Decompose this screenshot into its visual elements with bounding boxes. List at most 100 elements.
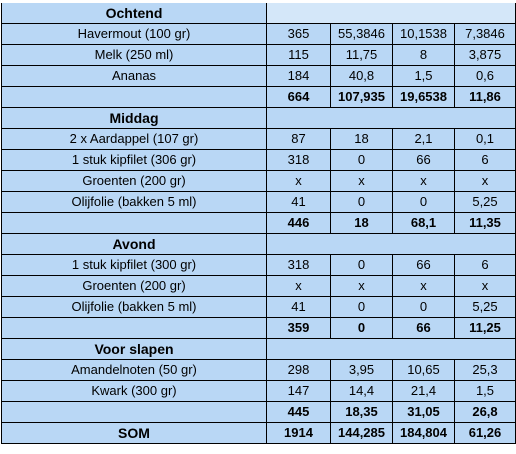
value-cell[interactable]: 25,3 [454, 359, 516, 381]
value-cell[interactable]: 41 [266, 191, 331, 213]
food-label[interactable]: Amandelnoten (50 gr) [1, 359, 267, 381]
total-cell[interactable]: 11,25 [454, 317, 516, 339]
section-header-blank [266, 3, 516, 24]
total-cell[interactable]: 19,6538 [392, 86, 455, 108]
food-label[interactable]: 1 stuk kipfilet (300 gr) [1, 254, 267, 276]
food-row: Groenten (200 gr) x x x x [1, 170, 516, 192]
value-cell[interactable]: 147 [266, 380, 331, 402]
value-cell[interactable]: 3,95 [330, 359, 393, 381]
value-cell[interactable]: 0,6 [454, 65, 516, 87]
som-value-cell[interactable]: 1914 [266, 422, 331, 444]
sheet-body: Ochtend Havermout (100 gr) 365 55,3846 10,15… [1, 3, 516, 444]
total-cell[interactable]: 26,8 [454, 401, 516, 423]
total-cell[interactable]: 18,35 [330, 401, 393, 423]
value-cell[interactable]: x [392, 275, 455, 297]
value-cell[interactable]: 2,1 [392, 128, 455, 150]
value-cell[interactable]: 10,65 [392, 359, 455, 381]
total-cell[interactable]: 68,1 [392, 212, 455, 234]
value-cell[interactable]: 0 [330, 191, 393, 213]
total-cell[interactable]: 0 [330, 317, 393, 339]
section-title: Voor slapen [1, 338, 267, 360]
value-cell[interactable]: x [454, 170, 516, 192]
value-cell[interactable]: 5,25 [454, 296, 516, 318]
food-label[interactable]: Groenten (200 gr) [1, 275, 267, 297]
food-label[interactable]: Havermout (100 gr) [1, 23, 267, 45]
som-label[interactable]: SOM [1, 422, 267, 444]
value-cell[interactable]: 184 [266, 65, 331, 87]
total-row-blank[interactable] [1, 401, 267, 423]
som-value-cell[interactable]: 144,285 [330, 422, 393, 444]
value-cell[interactable]: 0 [392, 191, 455, 213]
food-label[interactable]: Kwark (300 gr) [1, 380, 267, 402]
food-label[interactable]: 1 stuk kipfilet (306 gr) [1, 149, 267, 171]
value-cell[interactable]: x [330, 170, 393, 192]
total-cell[interactable]: 359 [266, 317, 331, 339]
value-cell[interactable]: 14,4 [330, 380, 393, 402]
value-cell[interactable]: 87 [266, 128, 331, 150]
value-cell[interactable]: 1,5 [392, 65, 455, 87]
food-row: Amandelnoten (50 gr) 298 3,95 10,65 25,3 [1, 359, 516, 381]
value-cell[interactable]: 41 [266, 296, 331, 318]
section-header-blank [266, 338, 516, 360]
total-cell[interactable]: 445 [266, 401, 331, 423]
section-header-row: Ochtend [1, 3, 516, 24]
food-row: Olijfolie (bakken 5 ml) 41 0 0 5,25 [1, 296, 516, 318]
food-row: Melk (250 ml) 115 11,75 8 3,875 [1, 44, 516, 66]
value-cell[interactable]: 1,5 [454, 380, 516, 402]
value-cell[interactable]: 55,3846 [330, 23, 393, 45]
food-label[interactable]: Olijfolie (bakken 5 ml) [1, 191, 267, 213]
food-label[interactable]: 2 x Aardappel (107 gr) [1, 128, 267, 150]
value-cell[interactable]: 11,75 [330, 44, 393, 66]
value-cell[interactable]: 6 [454, 254, 516, 276]
food-label[interactable]: Olijfolie (bakken 5 ml) [1, 296, 267, 318]
section-title: Avond [1, 233, 267, 255]
food-label[interactable]: Groenten (200 gr) [1, 170, 267, 192]
value-cell[interactable]: x [266, 170, 331, 192]
value-cell[interactable]: 318 [266, 149, 331, 171]
food-row: Ananas 184 40,8 1,5 0,6 [1, 65, 516, 87]
value-cell[interactable]: 0 [392, 296, 455, 318]
total-cell[interactable]: 11,86 [454, 86, 516, 108]
value-cell[interactable]: 7,3846 [454, 23, 516, 45]
total-row-blank[interactable] [1, 212, 267, 234]
food-label[interactable]: Ananas [1, 65, 267, 87]
value-cell[interactable]: 365 [266, 23, 331, 45]
section-title: Middag [1, 107, 267, 129]
total-row-blank[interactable] [1, 86, 267, 108]
value-cell[interactable]: 18 [330, 128, 393, 150]
food-row: Groenten (200 gr) x x x x [1, 275, 516, 297]
value-cell[interactable]: 21,4 [392, 380, 455, 402]
value-cell[interactable]: x [454, 275, 516, 297]
som-value-cell[interactable]: 184,804 [392, 422, 455, 444]
value-cell[interactable]: 298 [266, 359, 331, 381]
food-row: Olijfolie (bakken 5 ml) 41 0 0 5,25 [1, 191, 516, 213]
total-cell[interactable]: 31,05 [392, 401, 455, 423]
value-cell[interactable]: 5,25 [454, 191, 516, 213]
som-value-cell[interactable]: 61,26 [454, 422, 516, 444]
value-cell[interactable]: x [266, 275, 331, 297]
total-row-blank[interactable] [1, 317, 267, 339]
value-cell[interactable]: 66 [392, 149, 455, 171]
total-cell[interactable]: 66 [392, 317, 455, 339]
total-cell[interactable]: 664 [266, 86, 331, 108]
value-cell[interactable]: 40,8 [330, 65, 393, 87]
value-cell[interactable]: 3,875 [454, 44, 516, 66]
value-cell[interactable]: 0 [330, 149, 393, 171]
value-cell[interactable]: 66 [392, 254, 455, 276]
value-cell[interactable]: 8 [392, 44, 455, 66]
section-header-blank [266, 233, 516, 255]
value-cell[interactable]: 6 [454, 149, 516, 171]
value-cell[interactable]: 0,1 [454, 128, 516, 150]
value-cell[interactable]: 0 [330, 296, 393, 318]
value-cell[interactable]: 318 [266, 254, 331, 276]
value-cell[interactable]: 115 [266, 44, 331, 66]
food-label[interactable]: Melk (250 ml) [1, 44, 267, 66]
value-cell[interactable]: x [330, 275, 393, 297]
value-cell[interactable]: x [392, 170, 455, 192]
value-cell[interactable]: 0 [330, 254, 393, 276]
total-cell[interactable]: 18 [330, 212, 393, 234]
total-cell[interactable]: 107,935 [330, 86, 393, 108]
value-cell[interactable]: 10,1538 [392, 23, 455, 45]
total-cell[interactable]: 446 [266, 212, 331, 234]
total-cell[interactable]: 11,35 [454, 212, 516, 234]
